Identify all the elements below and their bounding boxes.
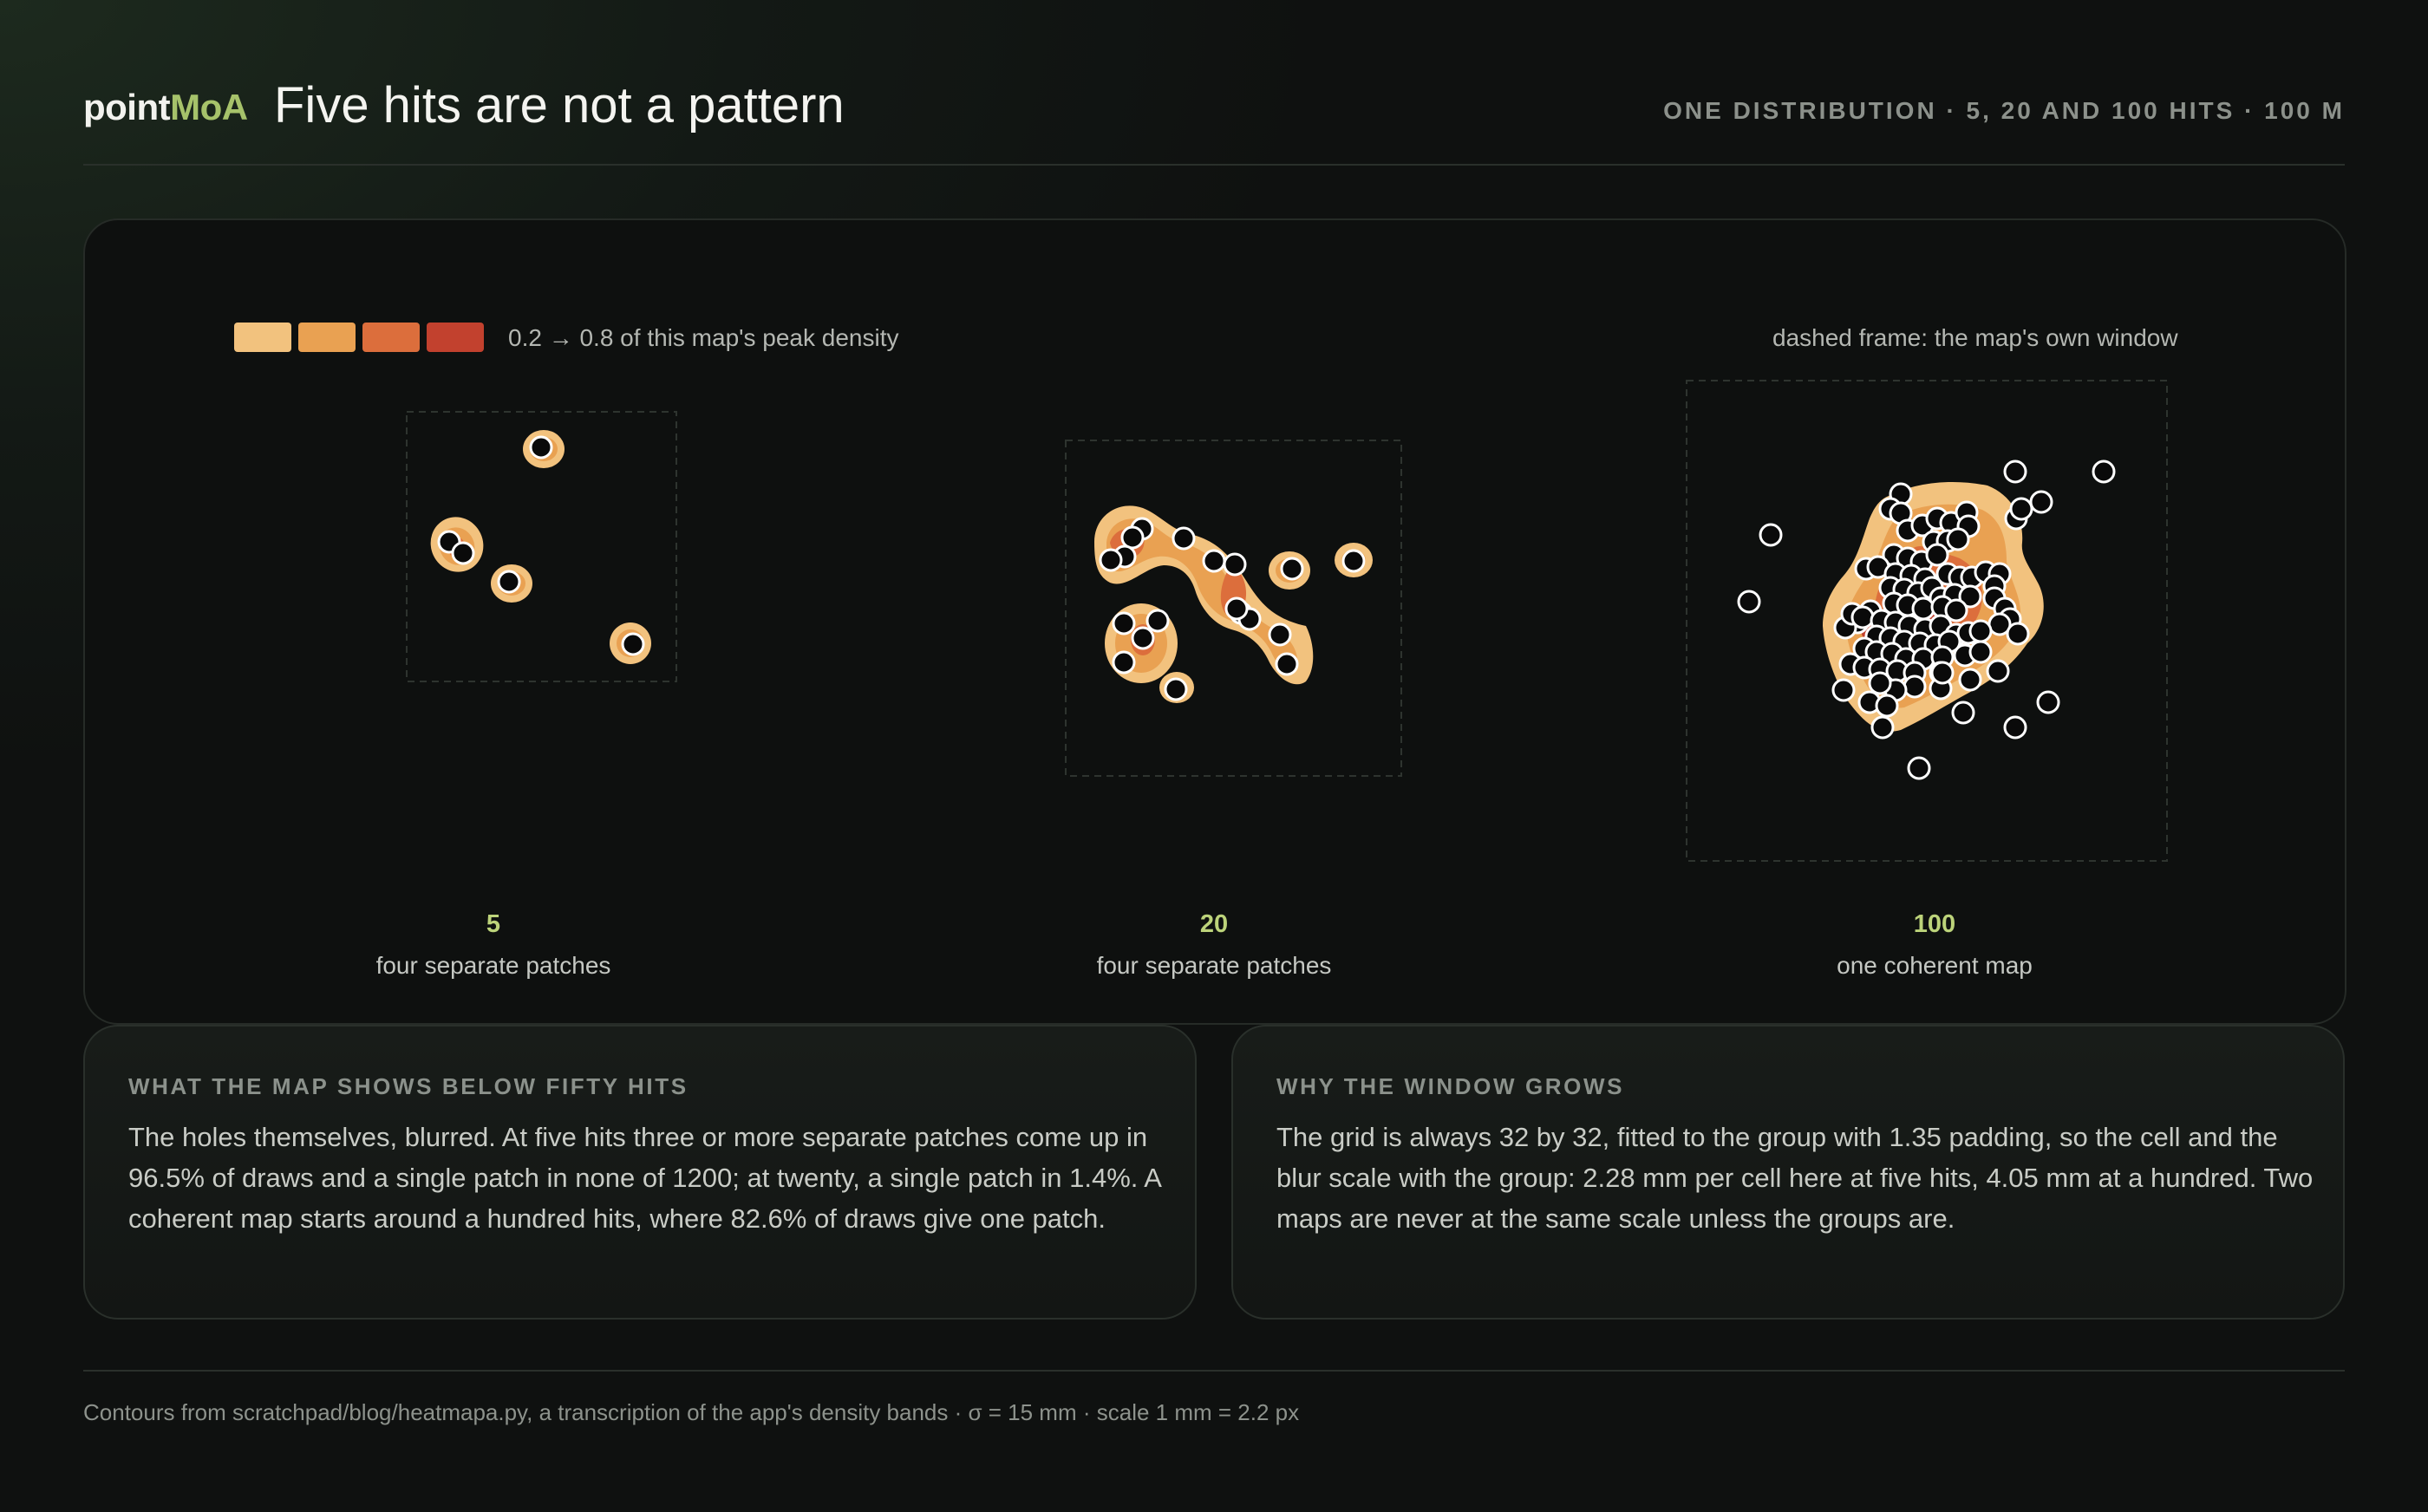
map-100-hits <box>1686 380 2168 862</box>
hit-markers <box>1099 517 1366 701</box>
map-20-caption: four separate patches <box>1096 952 1332 979</box>
map-5-hits <box>406 411 677 682</box>
card-label: WHY THE WINDOW GROWS <box>1276 1073 1625 1099</box>
card-label: WHAT THE MAP SHOWS BELOW FIFTY HITS <box>128 1073 689 1099</box>
map-window-frame <box>1686 380 2168 862</box>
card-below-fifty: WHAT THE MAP SHOWS BELOW FIFTY HITS The … <box>83 1025 1197 1320</box>
footer-note: Contours from scratchpad/blog/heatmapa.p… <box>83 1399 1300 1425</box>
card-window-grows: WHY THE WINDOW GROWS The grid is always … <box>1231 1025 2345 1320</box>
footer-divider <box>83 1370 2345 1372</box>
frame-note: dashed frame: the map's own window <box>1772 324 2178 351</box>
page-title: Five hits are not a pattern <box>274 77 845 134</box>
map-20-hits <box>1065 440 1402 777</box>
legend-label: 0.2 → 0.8 of this map's peak density <box>508 324 899 351</box>
header-divider <box>83 164 2345 166</box>
header: pointMoA Five hits are not a pattern ONE… <box>83 73 2345 165</box>
map-20-count: 20 <box>1199 910 1229 938</box>
legend-swatch-1 <box>234 323 291 352</box>
map-5-caption: four separate patches <box>375 952 611 979</box>
map-100-count: 100 <box>1913 910 1956 938</box>
page-kicker: ONE DISTRIBUTION · 5, 20 AND 100 HITS · … <box>1663 97 2345 124</box>
hit-markers <box>437 435 645 656</box>
legend-swatch-4 <box>427 323 484 352</box>
map-window-frame <box>1065 440 1402 777</box>
map-window-frame <box>406 411 677 682</box>
legend-swatch-2 <box>298 323 356 352</box>
map-5-count: 5 <box>486 910 501 938</box>
card-body: The grid is always 32 by 32, fitted to t… <box>1276 1122 2314 1234</box>
brand-logo: pointMoA <box>83 87 248 127</box>
card-body: The holes themselves, blurred. At five h… <box>128 1122 1161 1234</box>
hit-markers <box>1737 459 2116 780</box>
map-100-caption: one coherent map <box>1837 952 2033 979</box>
legend-swatch-3 <box>362 323 420 352</box>
